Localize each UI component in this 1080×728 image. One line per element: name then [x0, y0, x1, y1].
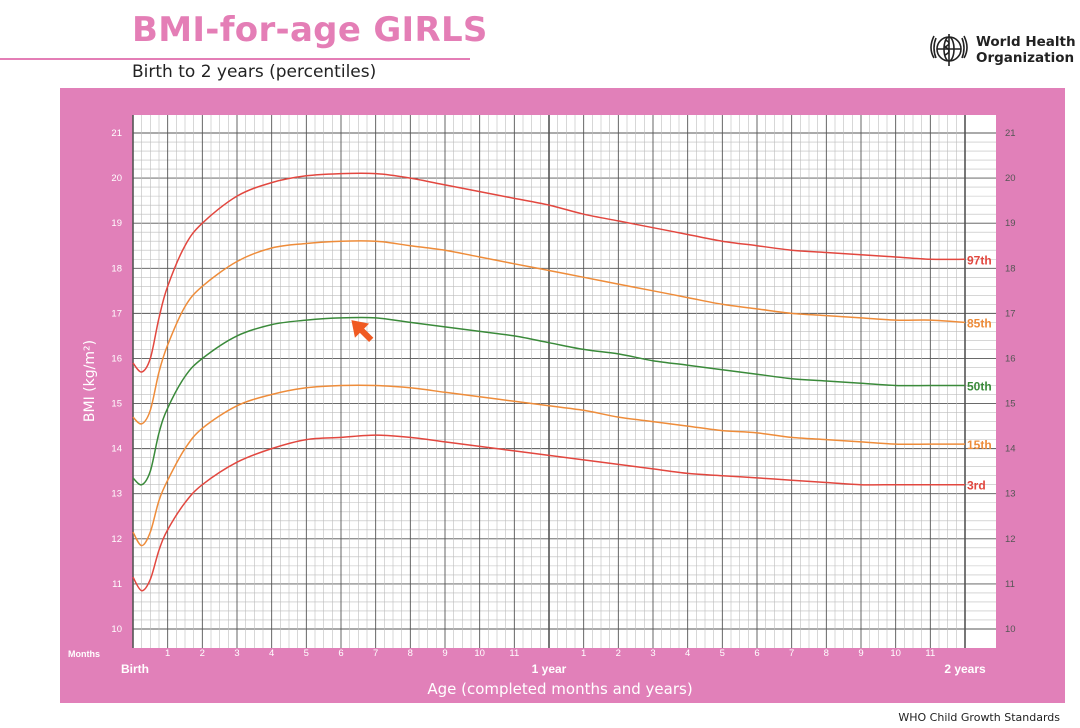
who-org-line1: World Health	[976, 34, 1076, 50]
y-tick-label-left: 17	[111, 308, 122, 319]
x-tick-label: 9	[442, 648, 447, 659]
y-tick-label-left: 14	[111, 444, 122, 455]
x-axis-label: Age (completed months and years)	[427, 680, 692, 698]
y-tick-label-left: 20	[111, 173, 122, 184]
x-tick-label: 7	[373, 648, 378, 659]
y-tick-label-right: 16	[1005, 353, 1016, 364]
grid	[132, 115, 996, 648]
x-tick-label: 4	[269, 648, 274, 659]
who-emblem-icon	[930, 34, 968, 66]
chart-title: BMI-for-age GIRLS	[132, 10, 488, 50]
series-label-15th: 15th	[967, 438, 992, 452]
y-tick-label-left: 12	[111, 534, 122, 545]
series-label-50th: 50th	[967, 380, 992, 394]
x-tick-label: 11	[925, 648, 935, 659]
y-tick-label-right: 17	[1005, 308, 1016, 319]
series-line-3rd	[132, 434, 965, 592]
x-tick-label: 10	[890, 648, 901, 659]
x-tick-label: 2	[200, 648, 205, 659]
who-org-line2: Organization	[976, 50, 1075, 66]
months-label: Months	[68, 649, 100, 659]
x-tick-label: 5	[304, 648, 309, 659]
footer-source: WHO Child Growth Standards	[898, 711, 1060, 724]
y-tick-label-right: 21	[1005, 128, 1016, 139]
chart-subtitle: Birth to 2 years (percentiles)	[132, 62, 377, 82]
x-tick-label: 2 years	[944, 662, 986, 676]
x-tick-label: 1 year	[532, 662, 567, 676]
x-tick-label: 11	[509, 648, 519, 659]
series-line-85th	[132, 240, 966, 425]
marker	[351, 320, 374, 343]
y-tick-label-left: 10	[111, 624, 122, 635]
x-tick-label: 8	[408, 648, 413, 659]
y-tick-label-right: 11	[1005, 579, 1015, 590]
y-tick-label-left: 11	[112, 579, 122, 590]
y-tick-label-right: 19	[1005, 218, 1016, 229]
y-tick-label-right: 15	[1005, 399, 1016, 410]
y-tick-label-right: 12	[1005, 534, 1016, 545]
y-axis-label: BMI (kg/m²)	[82, 340, 98, 422]
x-tick-label: 4	[685, 648, 690, 659]
x-tick-label: 1	[165, 648, 170, 659]
x-tick-label: 3	[234, 648, 239, 659]
series-labels: 97th 85th 50th 15th 3rd	[967, 253, 992, 492]
y-tick-label-right: 10	[1005, 624, 1016, 635]
y-tick-label-right: 18	[1005, 263, 1016, 274]
x-tick-label: 6	[338, 648, 343, 659]
series	[132, 172, 966, 592]
y-tick-label-left: 15	[111, 399, 122, 410]
who-org-name: World Health Organization	[976, 34, 1076, 66]
x-tick-label: 5	[720, 648, 725, 659]
y-tick-label-right: 14	[1005, 444, 1016, 455]
y-tick-label-right: 13	[1005, 489, 1016, 500]
plot-area	[133, 115, 996, 648]
series-line-50th	[132, 316, 965, 486]
x-tick-label: Birth	[121, 662, 149, 676]
y-tick-label-left: 13	[111, 489, 122, 500]
x-tick-label: 9	[858, 648, 863, 659]
y-tick-label-left: 18	[111, 263, 122, 274]
y-tick-label-left: 21	[111, 128, 122, 139]
title-rule	[0, 58, 470, 60]
series-label-3rd: 3rd	[967, 479, 986, 493]
series-label-85th: 85th	[967, 316, 992, 330]
x-tick-label: 8	[824, 648, 829, 659]
x-tick-label: 6	[754, 648, 759, 659]
series-label-97th: 97th	[967, 253, 992, 267]
x-tick-label: 3	[650, 648, 655, 659]
x-tick-label: 1	[581, 648, 586, 659]
x-tick-label: 2	[616, 648, 621, 659]
x-tick-label: 10	[474, 648, 485, 659]
arrow-marker-icon	[351, 320, 374, 343]
arrow-shape	[351, 320, 374, 343]
series-line-97th	[132, 172, 966, 373]
series-line-15th	[132, 384, 965, 547]
y-tick-label-left: 19	[111, 218, 122, 229]
y-tick-label-right: 20	[1005, 173, 1016, 184]
x-tick-label: 7	[789, 648, 794, 659]
y-tick-label-left: 16	[111, 353, 122, 364]
